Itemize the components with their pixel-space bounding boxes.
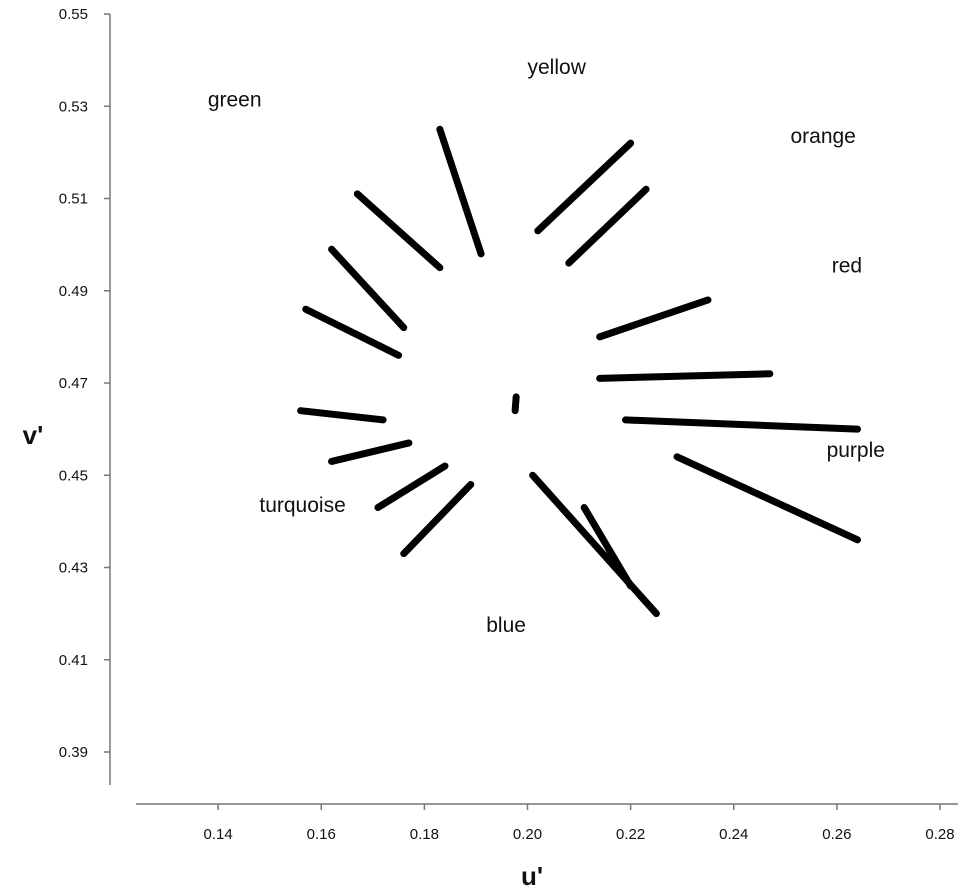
data-segments [297,125,861,618]
data-segment [328,439,413,465]
y-tick-label: 0.39 [59,744,88,761]
y-tick-label: 0.47 [59,375,88,392]
x-tick-label: 0.26 [822,826,851,843]
region-label-purple: purple [827,439,885,462]
x-tick-label: 0.20 [513,826,542,843]
x-tick-label: 0.24 [719,826,748,843]
x-tick-label: 0.16 [307,826,336,843]
x-ticks: 0.14 0.16 0.18 0.20 0.22 0.24 0.26 0.28 [204,804,955,843]
y-tick-label: 0.51 [59,191,88,208]
region-label-yellow: yellow [528,56,587,79]
y-tick-label: 0.43 [59,560,88,577]
data-segment [534,139,635,235]
data-segment [302,305,403,359]
data-segment [511,393,520,415]
data-segment [374,462,449,512]
data-segment [673,453,861,544]
y-tick-label: 0.49 [59,283,88,300]
axes [109,14,958,805]
data-segment [529,471,660,618]
y-tick-label: 0.45 [59,467,88,484]
y-ticks: 0.39 0.41 0.43 0.45 0.47 0.49 0.51 0.53 0.55 [59,6,110,761]
x-tick-label: 0.22 [616,826,645,843]
x-axis-title: u' [521,861,543,891]
region-label-green: green [208,88,262,111]
x-tick-label: 0.14 [204,826,233,843]
data-segment [328,245,408,332]
y-tick-label: 0.55 [59,6,88,23]
region-label-orange: orange [790,125,855,148]
data-segment [621,416,861,433]
data-segment [353,190,444,272]
data-segment [580,504,635,590]
data-segment [596,296,712,341]
data-segment [596,370,774,382]
data-segment [436,125,485,258]
y-axis-title: v' [23,420,44,450]
data-segment [297,407,387,424]
region-label-red: red [832,254,862,277]
y-tick-label: 0.41 [59,652,88,669]
region-labels: green yellow orange red purple turquoise blue [208,56,885,637]
region-label-blue: blue [486,614,526,637]
x-tick-label: 0.18 [410,826,439,843]
region-label-turquoise: turquoise [259,494,345,517]
x-tick-label: 0.28 [925,826,954,843]
data-segment [400,480,475,558]
data-segment [565,185,650,267]
y-tick-label: 0.53 [59,98,88,115]
